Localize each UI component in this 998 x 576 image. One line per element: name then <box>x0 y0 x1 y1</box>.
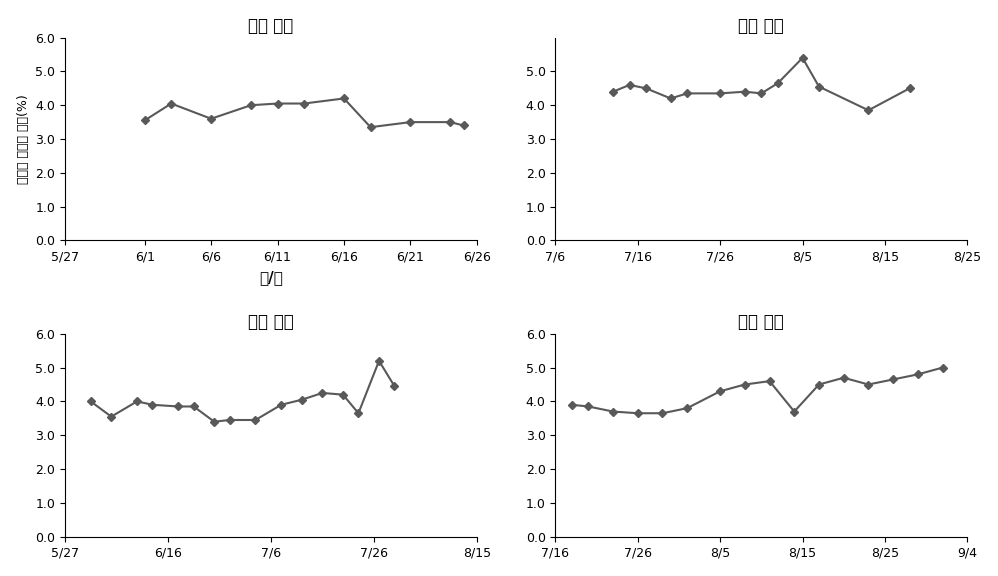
Title: 아산 둔포: 아산 둔포 <box>249 313 293 331</box>
Title: 아산 영인: 아산 영인 <box>249 17 293 35</box>
Y-axis label: 가용성 고형물 함량(%): 가용성 고형물 함량(%) <box>17 94 30 184</box>
X-axis label: 월/일: 월/일 <box>258 270 282 285</box>
Title: 아산 기타: 아산 기타 <box>739 17 784 35</box>
Title: 포항 기계: 포항 기계 <box>739 313 784 331</box>
